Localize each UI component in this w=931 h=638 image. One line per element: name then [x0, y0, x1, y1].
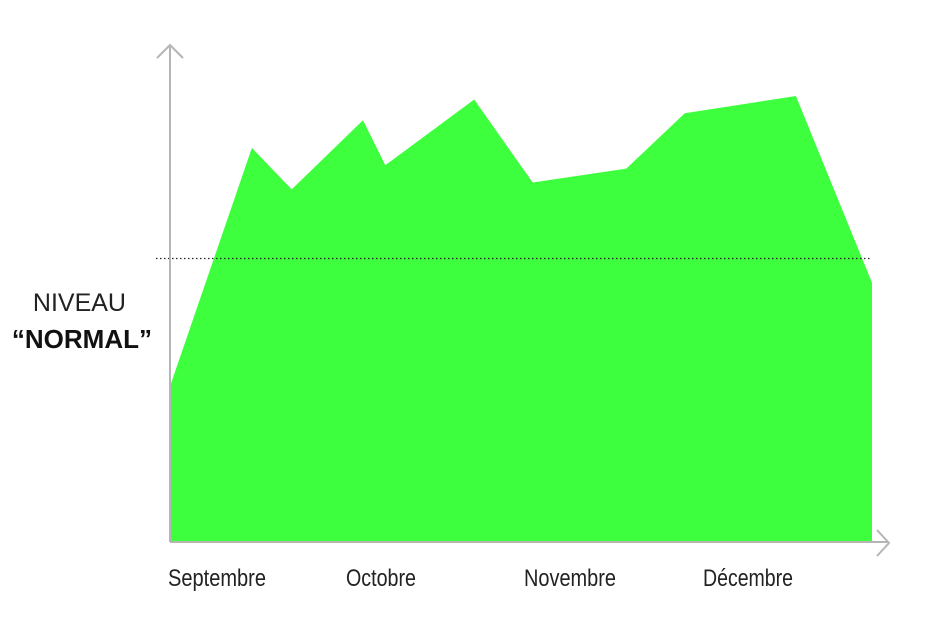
x-tick-label-octobre: Octobre	[346, 565, 416, 592]
y-axis-arrow-icon	[156, 43, 184, 59]
x-tick-labels: Septembre Octobre Novembre Décembre	[168, 565, 793, 592]
reference-label-niveau: NIVEAU	[33, 289, 126, 317]
plot-area	[156, 43, 891, 557]
x-tick-label-septembre: Septembre	[168, 565, 266, 592]
x-axis-arrow-icon	[876, 529, 891, 557]
area-series	[170, 96, 872, 542]
reference-label-normal: “NORMAL”	[12, 324, 152, 354]
x-tick-label-novembre: Novembre	[524, 565, 616, 592]
x-tick-label-decembre: Décembre	[703, 565, 793, 592]
